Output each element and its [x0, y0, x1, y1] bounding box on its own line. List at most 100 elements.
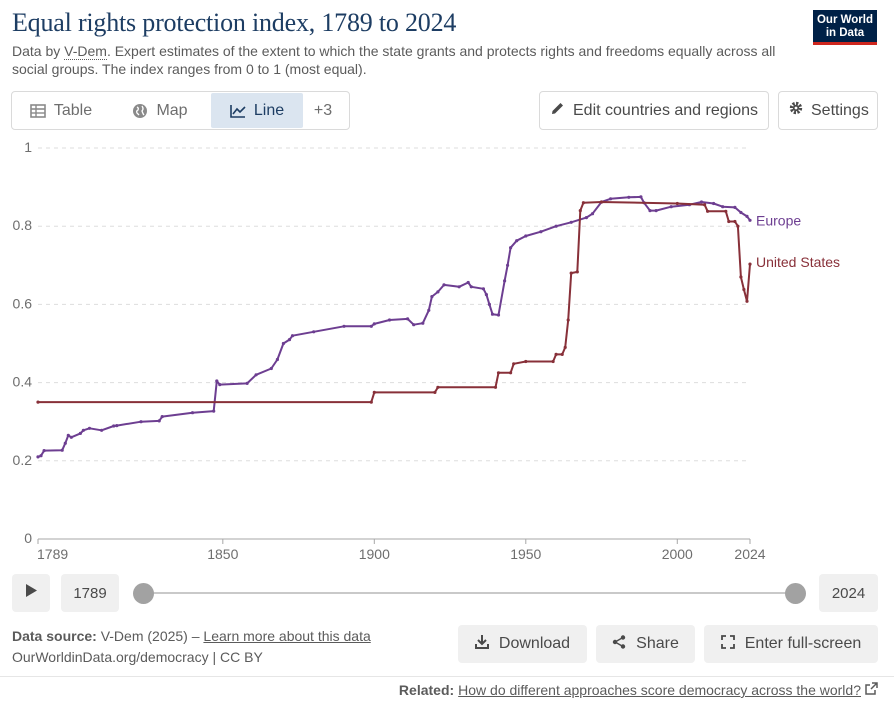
timeline-end-year[interactable]: 2024 — [819, 574, 878, 612]
data-point — [745, 214, 749, 218]
data-point — [512, 362, 516, 366]
data-point — [575, 270, 579, 274]
play-icon — [25, 584, 37, 602]
data-point — [245, 381, 249, 385]
data-point — [275, 357, 279, 362]
timeline-start-year[interactable]: 1789 — [61, 574, 119, 612]
data-point — [457, 285, 461, 289]
download-button[interactable]: Download — [458, 625, 587, 663]
tab-map[interactable]: Map — [109, 93, 211, 128]
data-point — [727, 219, 731, 224]
share-button[interactable]: Share — [596, 625, 695, 663]
subtitle-prefix: Data by — [12, 43, 65, 59]
series-labels: Europe United States — [756, 212, 840, 270]
data-point — [721, 205, 725, 209]
data-point — [742, 287, 746, 292]
edit-countries-button[interactable]: Edit countries and regions — [539, 91, 769, 130]
data-point — [590, 212, 595, 216]
data-point — [112, 424, 116, 428]
data-point — [599, 200, 604, 204]
y-tick-label: 0.8 — [13, 217, 33, 233]
timeline-start-handle[interactable] — [133, 583, 154, 604]
timeline-end-handle[interactable] — [785, 583, 806, 604]
data-point — [287, 338, 292, 342]
data-point — [560, 352, 564, 356]
data-point — [699, 200, 704, 204]
expand-icon — [720, 634, 735, 654]
data-point — [745, 299, 749, 303]
series-label: United States — [756, 254, 840, 270]
data-point — [509, 246, 513, 250]
settings-label: Settings — [811, 101, 869, 119]
data-point — [639, 195, 643, 199]
logo-line-2: in Data — [825, 27, 865, 39]
download-label: Download — [498, 635, 571, 652]
tab-map-label: Map — [156, 101, 188, 119]
vdem-link[interactable]: V-Dem — [64, 43, 107, 60]
data-point — [506, 263, 510, 267]
data-point — [218, 383, 222, 387]
data-point — [160, 415, 164, 419]
data-point — [539, 230, 543, 234]
chart-grid — [38, 147, 750, 540]
data-point — [212, 409, 216, 413]
data-point — [739, 275, 743, 279]
data-point — [387, 318, 392, 322]
data-point — [69, 435, 73, 439]
data-point — [554, 352, 558, 356]
tab-table-label: Table — [53, 101, 93, 119]
data-point — [584, 216, 589, 220]
data-point — [654, 209, 658, 213]
data-point — [733, 219, 737, 224]
data-point — [669, 205, 673, 209]
owid-logo[interactable]: Our World in Data — [813, 10, 877, 45]
related-article-link[interactable]: How do different approaches score democr… — [458, 682, 861, 698]
data-point — [515, 239, 519, 243]
data-point — [36, 400, 40, 404]
data-point — [496, 371, 501, 375]
line-chart: 00.20.40.60.81 1789 1850 1900 1950 2000 2024 … — [13, 140, 841, 562]
tab-more[interactable]: +3 — [313, 101, 333, 119]
data-point — [254, 373, 258, 377]
data-point — [524, 234, 528, 238]
x-tick-label: 2024 — [734, 546, 765, 562]
data-point — [66, 433, 70, 437]
data-point — [412, 323, 416, 327]
data-point — [490, 312, 495, 316]
data-point — [581, 201, 586, 205]
data-point — [281, 341, 285, 346]
data-point — [369, 324, 373, 328]
data-point — [739, 210, 743, 215]
data-point — [372, 390, 376, 394]
data-point — [703, 203, 707, 207]
settings-button[interactable]: Settings — [778, 91, 878, 130]
data-point — [442, 283, 446, 287]
data-point — [648, 209, 652, 213]
data-point — [115, 424, 119, 428]
data-point — [487, 302, 491, 306]
tab-line-label: Line — [253, 101, 285, 119]
series-line-europe — [37, 195, 751, 458]
data-point — [427, 308, 431, 312]
learn-more-link[interactable]: Learn more about this data — [203, 628, 371, 644]
tab-table[interactable]: Table — [13, 93, 109, 128]
data-point — [569, 271, 573, 275]
play-button[interactable] — [12, 574, 50, 612]
data-point — [503, 279, 507, 283]
logo-line-1: Our World — [816, 14, 873, 26]
data-point — [39, 454, 43, 458]
edit-countries-label: Edit countries and regions — [573, 101, 758, 119]
data-point — [569, 220, 573, 224]
data-point — [100, 428, 104, 432]
data-point — [430, 295, 434, 299]
data-point — [60, 448, 64, 452]
data-point — [609, 197, 613, 201]
y-tick-label: 1 — [24, 140, 32, 155]
data-point — [406, 317, 410, 321]
fullscreen-button[interactable]: Enter full-screen — [704, 625, 878, 663]
y-tick-label: 0.4 — [13, 374, 33, 390]
globe-icon — [132, 103, 148, 119]
tab-line[interactable]: Line — [211, 93, 303, 128]
timeline-track[interactable] — [143, 592, 795, 594]
data-point — [157, 419, 161, 423]
